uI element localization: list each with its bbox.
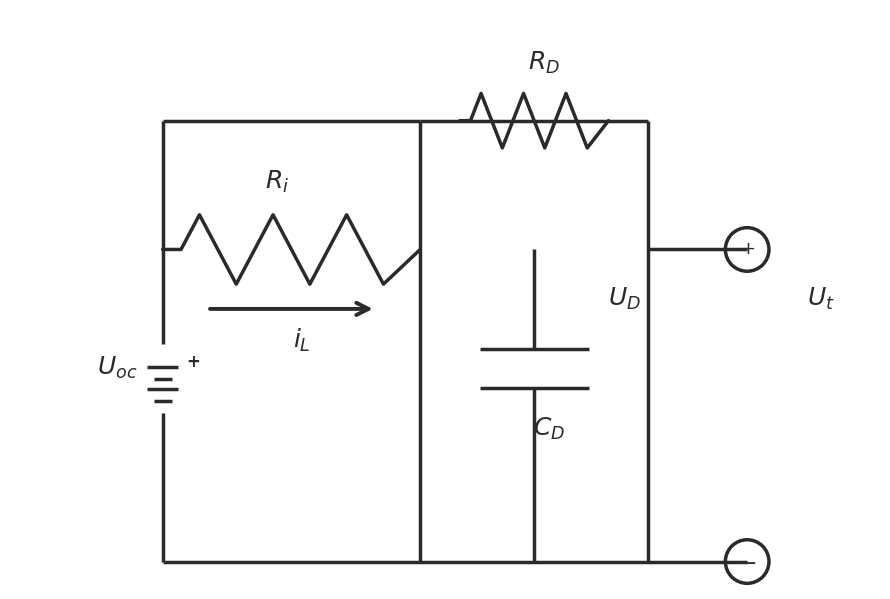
Text: $R_i$: $R_i$ — [264, 169, 288, 195]
Text: $U_{oc}$: $U_{oc}$ — [98, 355, 138, 382]
Text: $+$: $+$ — [740, 240, 755, 258]
Text: $U_D$: $U_D$ — [609, 286, 642, 312]
Text: $R_D$: $R_D$ — [528, 50, 560, 76]
Text: +: + — [186, 353, 200, 371]
Text: $i_L$: $i_L$ — [293, 326, 311, 354]
Text: $-$: $-$ — [739, 552, 756, 571]
Text: $C_D$: $C_D$ — [533, 416, 565, 442]
Text: $U_t$: $U_t$ — [806, 286, 834, 312]
